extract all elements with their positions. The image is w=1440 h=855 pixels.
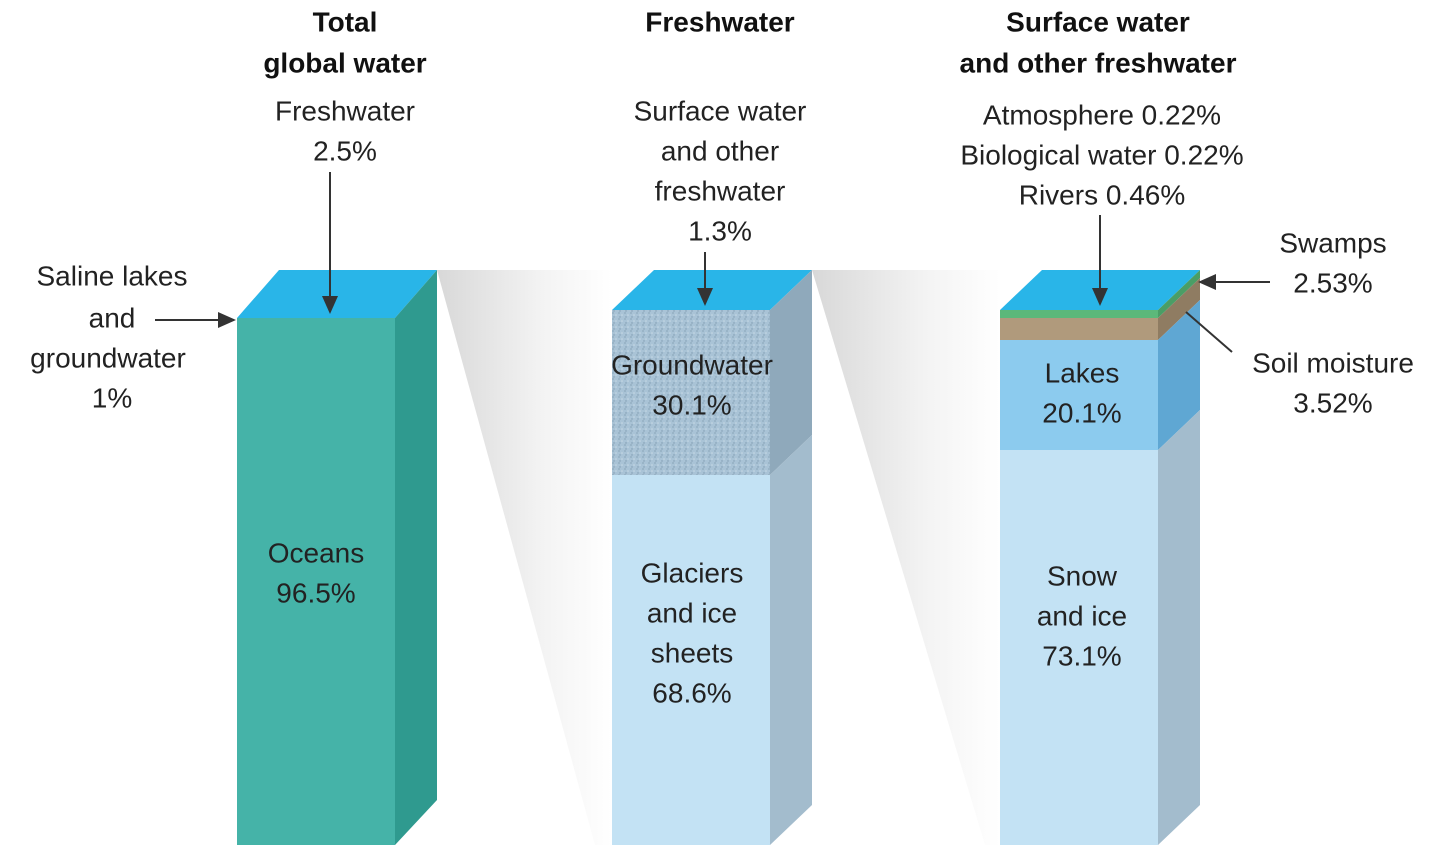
segment-label: Glaciers — [641, 557, 744, 588]
callout: Saline lakes — [37, 260, 188, 291]
side-face — [770, 270, 812, 475]
segment-label: 20.1% — [1042, 397, 1121, 428]
callout: Surface water — [634, 95, 807, 126]
segment-label: and ice — [1037, 600, 1127, 631]
callout: 3.52% — [1293, 387, 1372, 418]
callout: Freshwater — [275, 95, 415, 126]
segment-label: Oceans — [268, 537, 365, 568]
callout: and — [89, 302, 136, 333]
callout: 2.5% — [313, 135, 377, 166]
callout: Biological water 0.22% — [960, 139, 1243, 170]
column-title: Freshwater — [645, 6, 794, 37]
segment-label: Lakes — [1045, 357, 1120, 388]
side-face — [1158, 300, 1200, 450]
column-total — [237, 270, 437, 845]
segment-label: 96.5% — [276, 577, 355, 608]
side-face — [395, 270, 437, 845]
column-title: and other freshwater — [960, 47, 1237, 78]
callout: Rivers 0.46% — [1019, 179, 1186, 210]
callout: and other — [661, 135, 779, 166]
funnel — [437, 270, 612, 845]
callout: freshwater — [655, 175, 786, 206]
column-title: global water — [263, 47, 426, 78]
segment-label: 73.1% — [1042, 640, 1121, 671]
glaciers-segment — [612, 475, 770, 845]
oceans-segment — [237, 318, 395, 845]
column-freshwater — [612, 270, 812, 845]
segment-label: Snow — [1047, 560, 1118, 591]
lakes-segment — [1000, 340, 1158, 450]
groundwater-segment — [612, 310, 770, 475]
side-face — [770, 435, 812, 845]
callout: groundwater — [30, 342, 186, 373]
segment-label: Groundwater — [611, 349, 773, 380]
top-face — [237, 270, 437, 318]
column-title: Total — [313, 6, 378, 37]
callout: 1% — [92, 382, 132, 413]
segment-label: and ice — [647, 597, 737, 628]
segment-label: 30.1% — [652, 389, 731, 420]
callout: 2.53% — [1293, 267, 1372, 298]
swamps-segment — [1000, 310, 1158, 318]
callout: 1.3% — [688, 215, 752, 246]
callout: Swamps — [1279, 227, 1386, 258]
segment-label: sheets — [651, 637, 734, 668]
soil-segment — [1000, 318, 1158, 340]
column-title: Surface water — [1006, 6, 1190, 37]
side-face — [1158, 278, 1200, 340]
leader-line — [1185, 311, 1233, 353]
segment-label: 68.6% — [652, 677, 731, 708]
callout: Soil moisture — [1252, 347, 1414, 378]
side-face — [1158, 410, 1200, 845]
callout: Atmosphere 0.22% — [983, 99, 1221, 130]
side-face — [1158, 270, 1200, 318]
column-surface — [1000, 270, 1200, 845]
snow-segment — [1000, 450, 1158, 845]
funnel — [812, 270, 1000, 845]
